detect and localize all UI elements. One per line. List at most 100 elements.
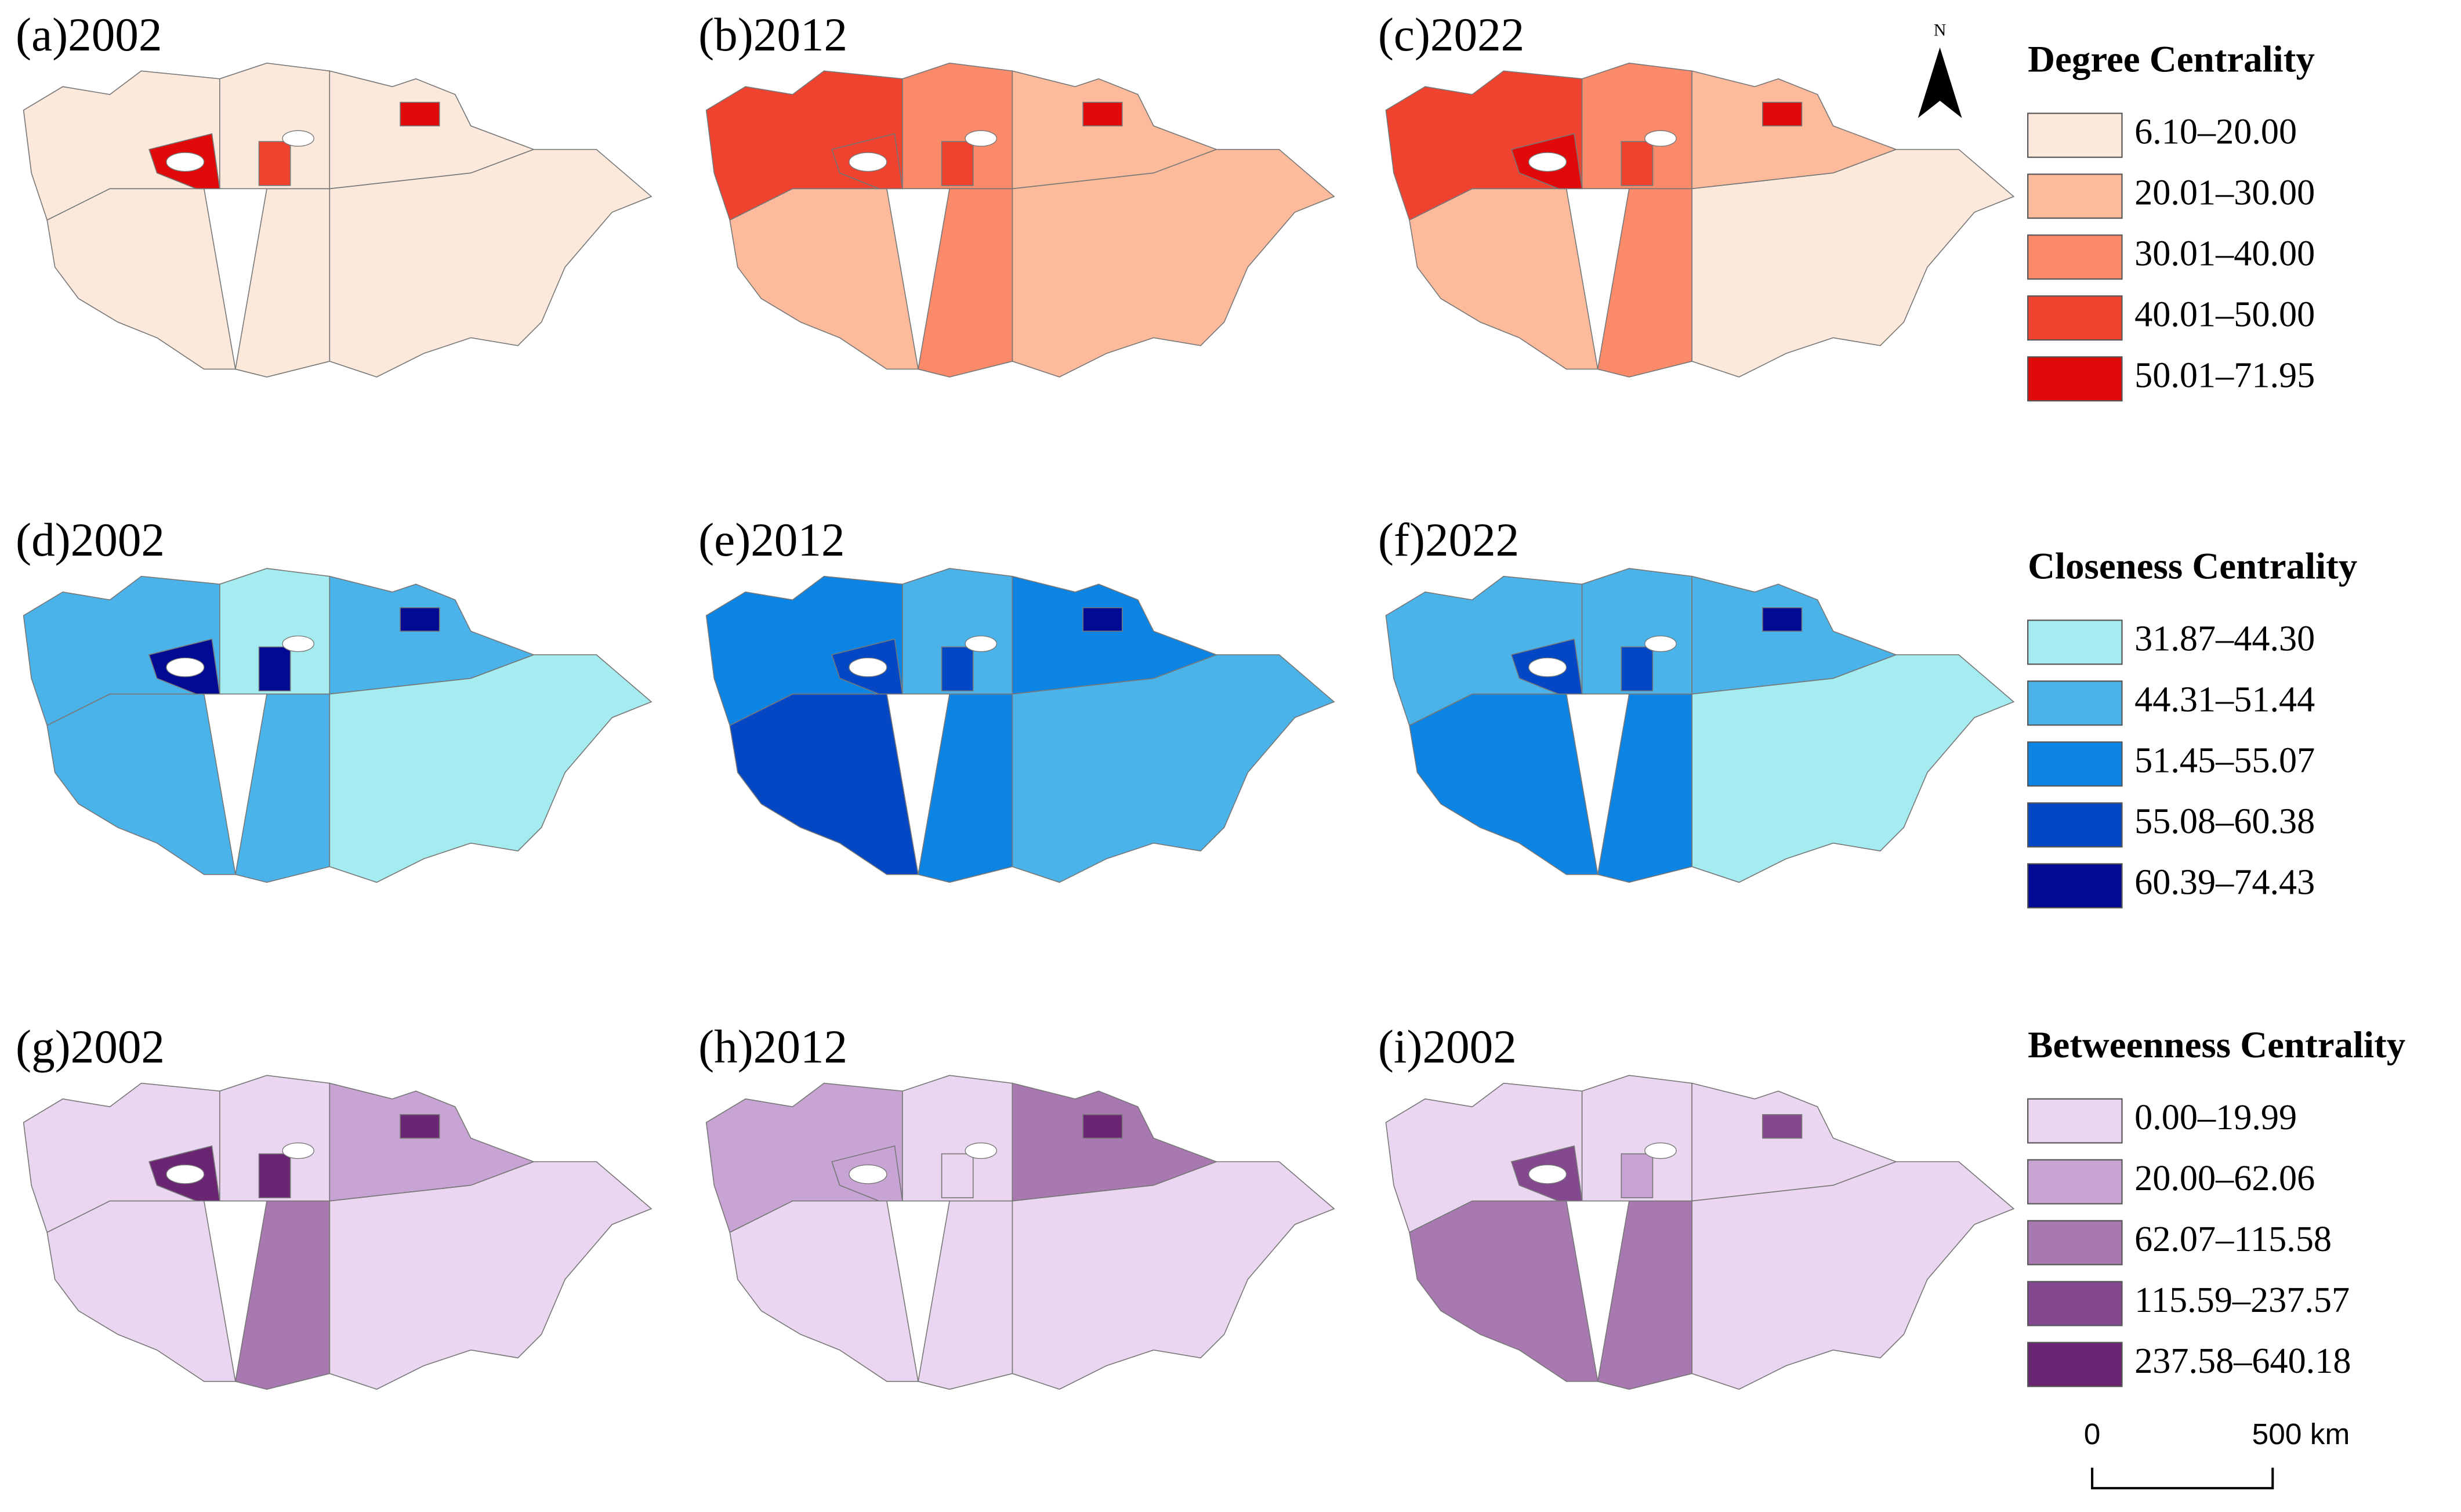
region xyxy=(1597,693,1692,883)
north-arrow-shape xyxy=(1918,47,1962,118)
panel-label: (a)2002 xyxy=(16,9,162,61)
legend-swatch xyxy=(2027,234,2123,280)
region xyxy=(1082,1114,1123,1139)
region xyxy=(1012,70,1218,190)
region xyxy=(918,188,1013,378)
region xyxy=(1409,693,1599,875)
region xyxy=(1082,607,1123,632)
legend-label: 40.01–50.00 xyxy=(2134,295,2315,335)
region xyxy=(1691,70,1898,190)
region xyxy=(258,141,291,186)
region xyxy=(1082,101,1123,126)
region xyxy=(400,1114,440,1139)
lake xyxy=(965,1142,997,1159)
region xyxy=(1012,575,1218,695)
lake xyxy=(282,1142,314,1159)
scale-line xyxy=(2091,1467,2274,1489)
lake xyxy=(1528,1164,1567,1184)
region xyxy=(329,1082,535,1202)
region xyxy=(1762,1114,1803,1139)
region xyxy=(1621,1153,1654,1199)
legend-swatch xyxy=(2027,1341,2123,1387)
region xyxy=(46,1200,236,1382)
legend-swatch xyxy=(2027,802,2123,848)
region xyxy=(329,148,653,378)
region xyxy=(941,141,974,186)
panel-label: (f)2022 xyxy=(1378,514,1519,566)
map-panel xyxy=(23,62,653,378)
region xyxy=(1762,607,1803,632)
region xyxy=(1012,1161,1335,1390)
legend-swatch xyxy=(2027,356,2123,402)
lake xyxy=(1528,657,1567,677)
legend-swatch xyxy=(2027,1098,2123,1144)
legend-label: 237.58–640.18 xyxy=(2134,1341,2351,1381)
legend-label: 6.10–20.00 xyxy=(2134,113,2297,152)
lake xyxy=(849,657,887,677)
legend-swatch xyxy=(2027,680,2123,726)
region xyxy=(729,188,919,370)
legend-label: 55.08–60.38 xyxy=(2134,802,2315,842)
panel-label: (e)2012 xyxy=(698,514,845,566)
legend-title: Degree Centrality xyxy=(2028,39,2315,81)
region xyxy=(941,1153,974,1199)
region xyxy=(329,70,535,190)
legend-swatch xyxy=(2027,173,2123,219)
map-panel xyxy=(1385,1075,2015,1390)
lake xyxy=(1528,152,1567,172)
region xyxy=(234,693,331,883)
region xyxy=(258,646,291,692)
region xyxy=(941,646,974,692)
region xyxy=(1691,654,2015,883)
lake xyxy=(166,657,205,677)
lake xyxy=(166,1164,205,1184)
legend-label: 51.45–55.07 xyxy=(2134,741,2315,781)
region xyxy=(729,693,919,875)
region xyxy=(234,1200,331,1390)
region xyxy=(1597,1200,1692,1390)
region xyxy=(1409,1200,1599,1382)
scale-distance: 500 km xyxy=(2252,1417,2350,1451)
region xyxy=(329,654,653,883)
legend-title: Betweenness Centrality xyxy=(2028,1024,2405,1066)
legend-label: 30.01–40.00 xyxy=(2134,234,2315,274)
legend-label: 20.01–30.00 xyxy=(2134,173,2315,213)
region xyxy=(329,575,535,695)
legend-swatch xyxy=(2027,1281,2123,1326)
region xyxy=(1012,1082,1218,1202)
lake xyxy=(849,152,887,172)
region xyxy=(729,1200,919,1382)
map-panel xyxy=(23,1075,653,1390)
region xyxy=(1691,575,1898,695)
legend-label: 44.31–51.44 xyxy=(2134,680,2315,720)
map-panel xyxy=(705,568,1335,883)
region xyxy=(258,1153,291,1199)
lake xyxy=(849,1164,887,1184)
region xyxy=(1621,646,1654,692)
legend-label: 60.39–74.43 xyxy=(2134,863,2315,902)
region xyxy=(1691,1161,2015,1390)
region xyxy=(918,1200,1013,1390)
legend-swatch xyxy=(2027,113,2123,158)
legend-label: 115.59–237.57 xyxy=(2134,1281,2350,1320)
map-panel xyxy=(1385,568,2015,883)
scale-bar: 0 500 km xyxy=(2084,1417,2350,1489)
lake xyxy=(282,130,314,147)
legend-swatch xyxy=(2027,741,2123,787)
legend-label: 50.01–71.95 xyxy=(2134,356,2315,396)
legend-swatch xyxy=(2027,863,2123,909)
map-panel xyxy=(705,62,1335,378)
region xyxy=(46,188,236,370)
region xyxy=(46,693,236,875)
panel-label: (b)2012 xyxy=(698,9,847,61)
region xyxy=(329,1161,653,1390)
lake xyxy=(965,635,997,652)
lake xyxy=(1644,635,1677,652)
scale-zero: 0 xyxy=(2084,1417,2101,1451)
legend-title: Closeness Centrality xyxy=(2028,546,2357,588)
panel-label: (i)2002 xyxy=(1378,1021,1517,1073)
lake xyxy=(1644,130,1677,147)
region xyxy=(1409,188,1599,370)
panel-label: (c)2022 xyxy=(1378,9,1524,61)
